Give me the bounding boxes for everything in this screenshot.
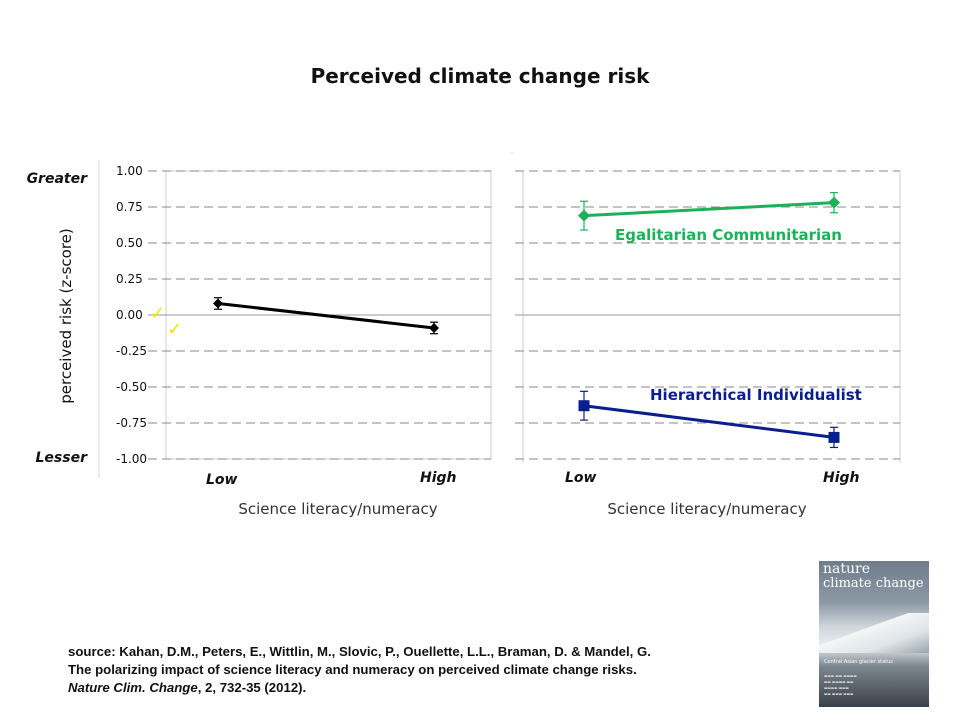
cover-mountain <box>819 613 929 653</box>
y-tick-label: 0.75 <box>116 200 143 214</box>
data-point-diamond <box>828 196 840 209</box>
x-tick-label-high: High <box>420 470 457 486</box>
y-top-label: Greater <box>27 171 89 187</box>
y-tick-label: -0.75 <box>116 416 147 430</box>
data-point-square <box>828 431 840 443</box>
x-axis-title: Science literacy/numeracy <box>238 500 437 518</box>
data-point-diamond <box>578 209 590 222</box>
citation-line-1: source: Kahan, D.M., Peters, E., Wittlin… <box>68 644 651 659</box>
data-point-diamond <box>429 322 439 333</box>
chart-right: Low High Science literacy/numeracy Egalitar… <box>509 152 901 518</box>
cover-headline: Central Asian glacier status <box>824 659 893 665</box>
series-label-0: Egalitarian Communitarian <box>615 226 842 244</box>
y-tick-label: 0.00 <box>116 308 143 322</box>
series-line-left-0 <box>217 301 435 330</box>
series-line-right-0 <box>583 201 835 218</box>
citation: source: Kahan, D.M., Peters, E., Wittlin… <box>68 643 808 697</box>
citation-line-2: The polarizing impact of science literac… <box>68 662 637 677</box>
x-tick-label-low: Low <box>565 470 597 486</box>
y-tick-label: 0.50 <box>116 236 143 250</box>
y-tick-label: 1.00 <box>116 164 143 178</box>
y-tick-label: -0.50 <box>116 380 147 394</box>
y-tick-label: -1.00 <box>116 452 147 466</box>
journal-cover-image: nature climate change Central Asian glac… <box>819 561 929 707</box>
checkmark-icon: ✓ <box>150 303 165 324</box>
series-label-1: Hierarchical Individualist <box>650 386 862 404</box>
cover-contents-decoration: ▬▬▬ ▬▬ ▬▬▬▬ ▬▬ ▬▬▬▬ ▬▬ ▬▬▬▬ ▬▬▬ ▬▬ ▬▬▬ ▬▬▬ <box>824 674 857 696</box>
y-axis-title: perceived risk (z-score) <box>57 228 75 404</box>
series-line-right-1 <box>583 404 835 439</box>
data-point-diamond <box>213 298 223 309</box>
x-axis-title: Science literacy/numeracy <box>607 500 806 518</box>
y-bottom-label: Lesser <box>36 450 89 466</box>
cover-name-line2: climate change <box>823 576 924 591</box>
slide-title: Perceived climate change risk <box>310 64 650 88</box>
x-tick-label-low: Low <box>206 472 238 488</box>
data-point-square <box>578 400 590 412</box>
y-tick-label: -0.25 <box>116 344 147 358</box>
citation-volume: , 2, 732-35 (2012). <box>197 680 307 695</box>
checkmark-icon: ✓ <box>167 319 182 340</box>
citation-line-3: Nature Clim. Change, 2, 732-35 (2012). <box>68 679 808 697</box>
x-tick-label-high: High <box>823 470 860 486</box>
cover-name-line1: nature <box>823 561 870 577</box>
y-tick-label: 0.25 <box>116 272 143 286</box>
citation-journal: Nature Clim. Change <box>68 680 198 695</box>
chart-left: 1.00 0.75 0.50 0.25 0.00 -0.25 -0.50 -0.75 -1.00… <box>27 160 492 518</box>
